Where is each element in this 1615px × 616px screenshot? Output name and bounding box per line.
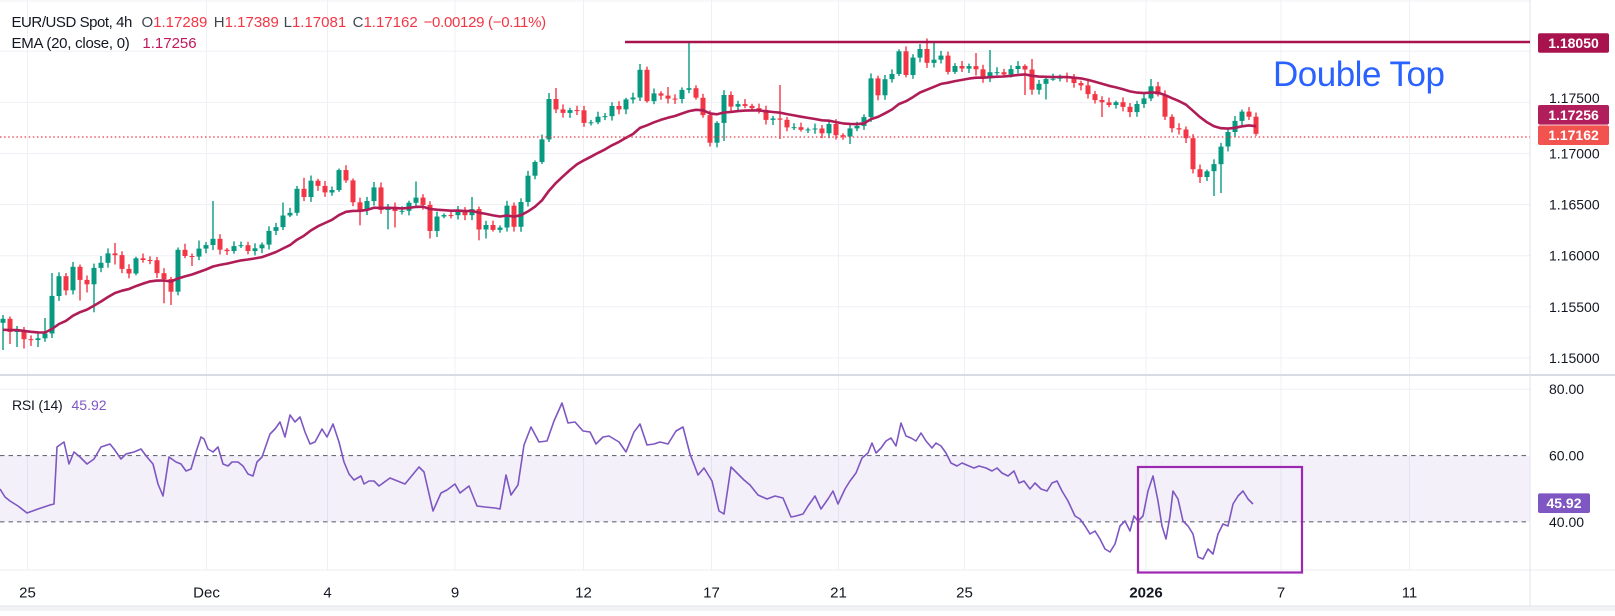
svg-text:25: 25 — [19, 585, 36, 602]
svg-text:45.92: 45.92 — [1546, 495, 1581, 511]
svg-text:1.17256: 1.17256 — [142, 35, 196, 52]
svg-text:80.00: 80.00 — [1549, 381, 1584, 397]
svg-text:2026: 2026 — [1129, 585, 1162, 602]
svg-text:1.16500: 1.16500 — [1549, 197, 1600, 213]
svg-text:1.15000: 1.15000 — [1549, 350, 1600, 366]
svg-text:1.17162: 1.17162 — [1548, 127, 1599, 143]
svg-text:45.92: 45.92 — [72, 397, 107, 413]
svg-text:17: 17 — [703, 585, 720, 602]
svg-text:H1.17389: H1.17389 — [214, 14, 279, 31]
svg-text:60.00: 60.00 — [1549, 448, 1584, 464]
svg-text:O1.17289: O1.17289 — [142, 14, 208, 31]
svg-text:1.17500: 1.17500 — [1549, 90, 1600, 106]
svg-text:−0.00129 (−0.11%): −0.00129 (−0.11%) — [424, 14, 547, 31]
svg-text:4: 4 — [323, 585, 331, 602]
svg-text:7: 7 — [1277, 585, 1285, 602]
svg-text:25: 25 — [956, 585, 973, 602]
svg-text:12: 12 — [575, 585, 592, 602]
svg-text:RSI (14): RSI (14) — [12, 397, 63, 413]
svg-text:C1.17162: C1.17162 — [353, 14, 418, 31]
svg-text:L1.17081: L1.17081 — [284, 14, 347, 31]
svg-text:21: 21 — [830, 585, 847, 602]
svg-text:40.00: 40.00 — [1549, 514, 1584, 530]
svg-text:1.15500: 1.15500 — [1549, 299, 1600, 315]
svg-text:1.16000: 1.16000 — [1549, 248, 1600, 264]
svg-text:11: 11 — [1402, 585, 1418, 602]
svg-text:1.17000: 1.17000 — [1549, 146, 1600, 162]
svg-text:1.18050: 1.18050 — [1548, 35, 1599, 51]
svg-text:EMA (20, close, 0): EMA (20, close, 0) — [12, 35, 130, 52]
svg-text:9: 9 — [451, 585, 459, 602]
svg-text:1.17256: 1.17256 — [1548, 107, 1599, 123]
svg-text:EUR/USD Spot, 4h: EUR/USD Spot, 4h — [12, 14, 132, 31]
svg-text:Double Top: Double Top — [1273, 55, 1444, 94]
svg-text:Dec: Dec — [193, 585, 220, 602]
